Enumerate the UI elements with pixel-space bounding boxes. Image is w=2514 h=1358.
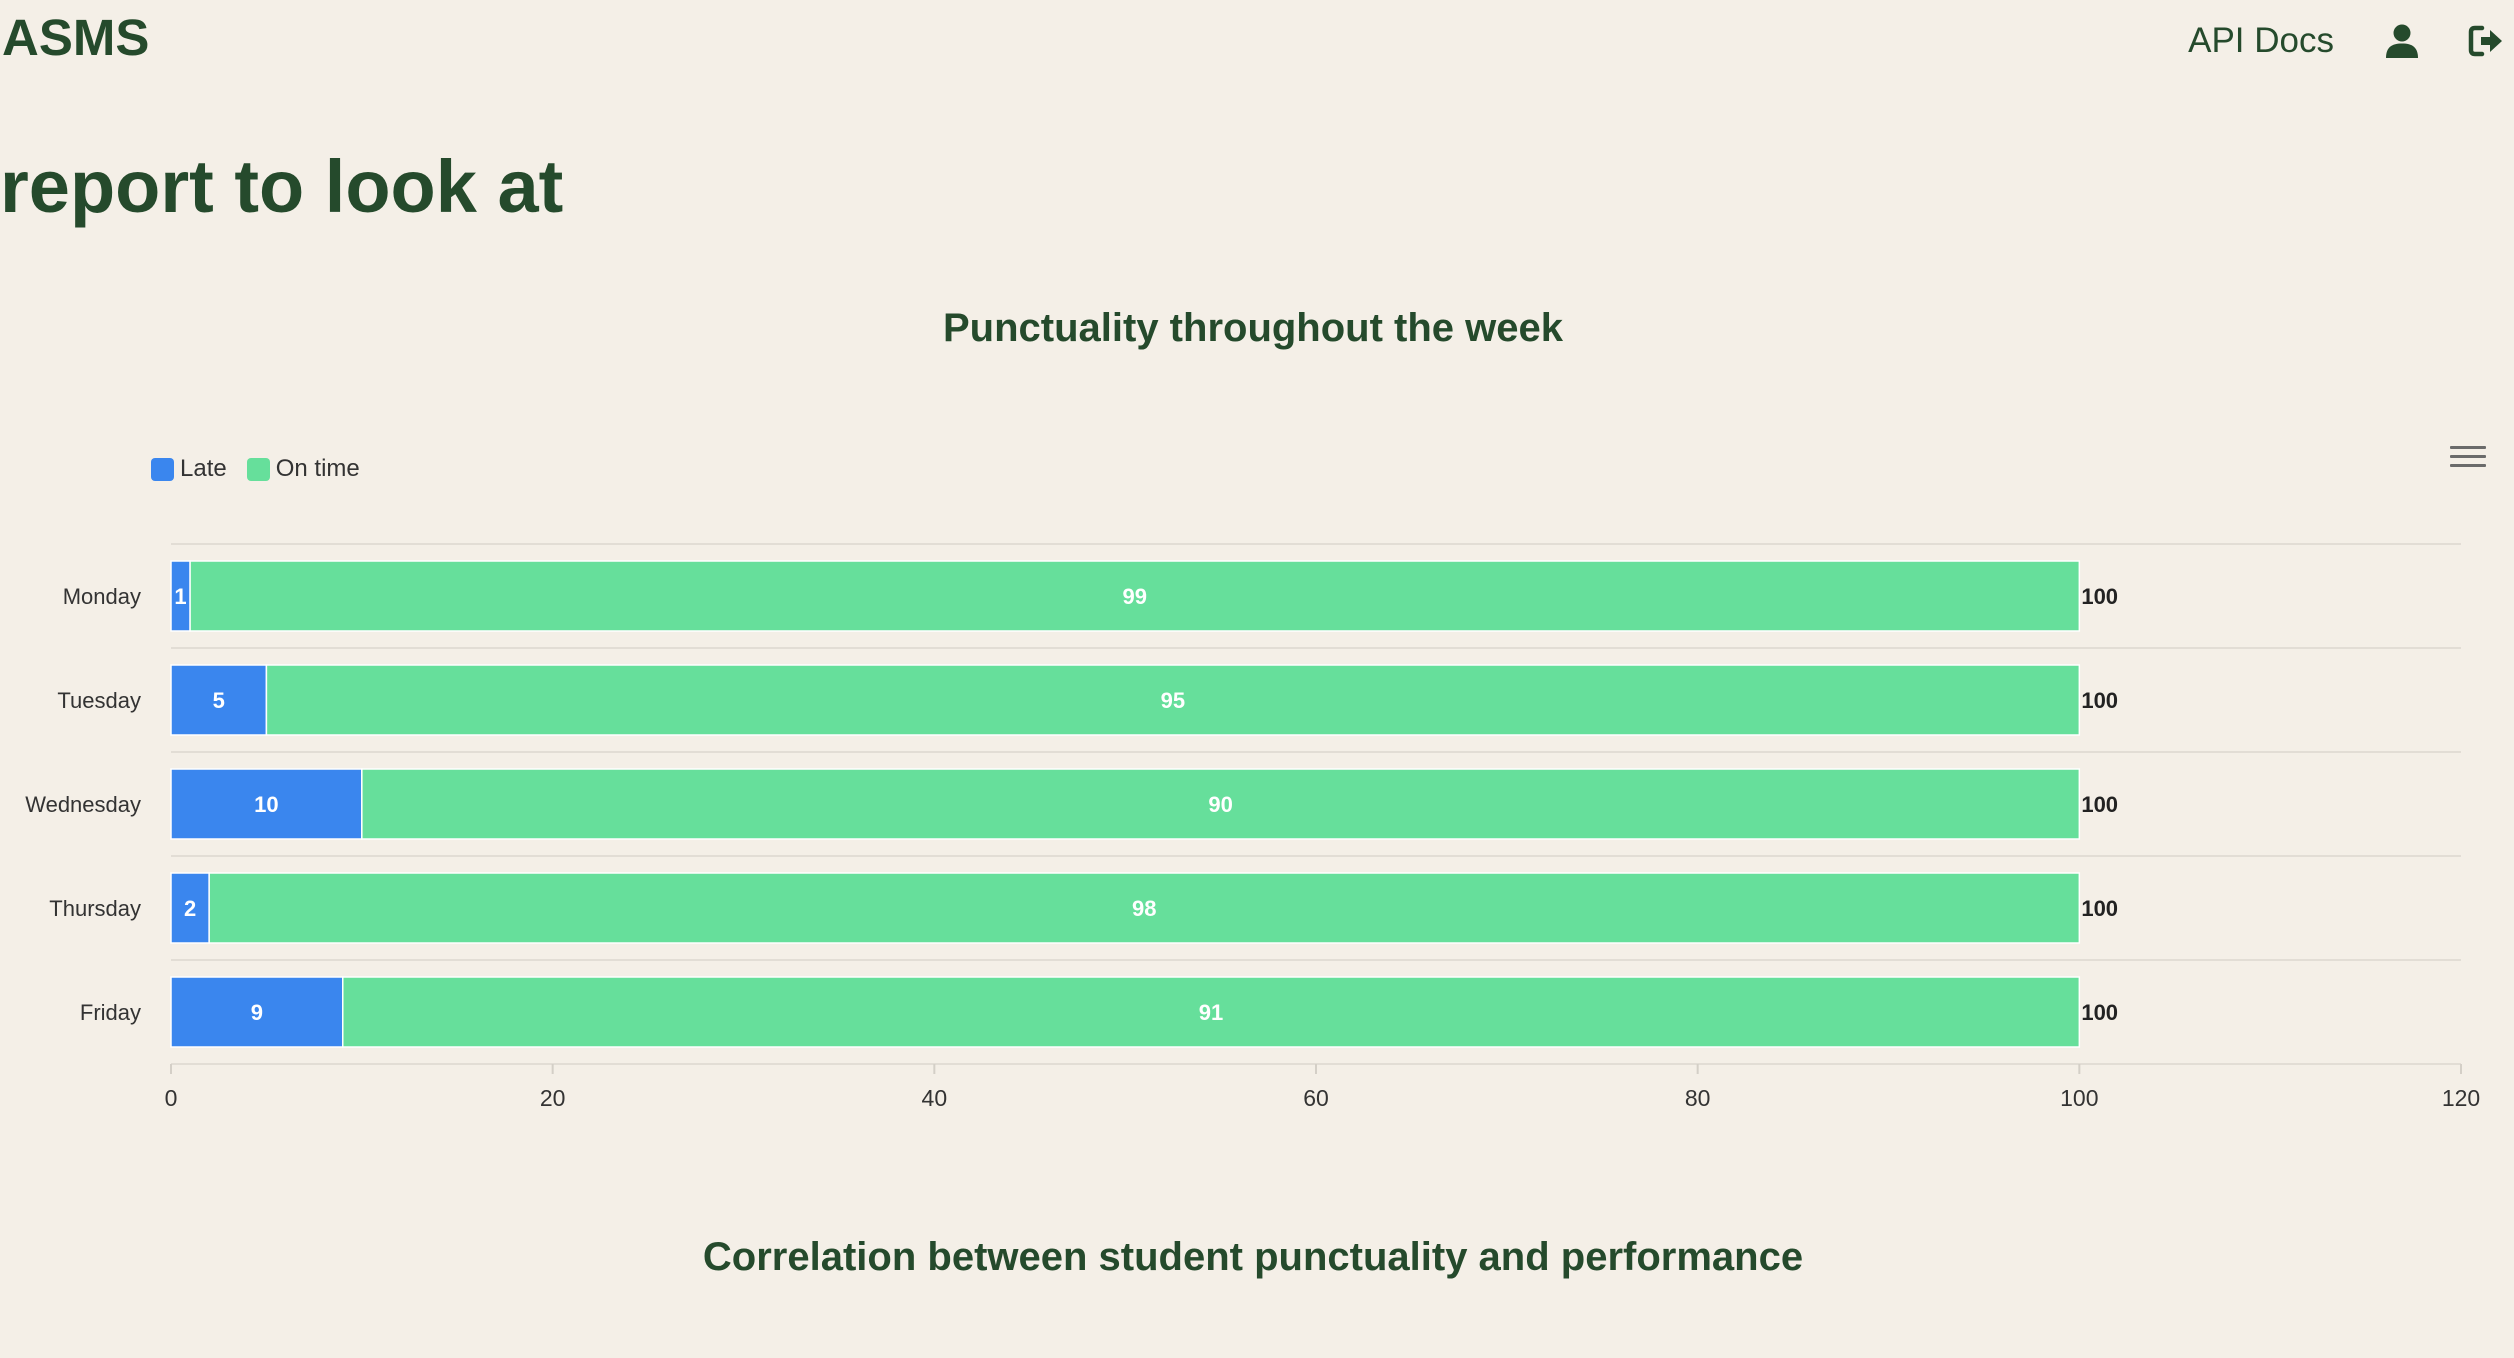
x-tick-label: 80 <box>1685 1085 1711 1111</box>
bar-late <box>170 664 268 736</box>
chart-title-punctuality: Punctuality throughout the week <box>942 306 1564 350</box>
data-label: 2 <box>184 896 196 921</box>
bar-on-time <box>342 976 2081 1048</box>
category-label: Monday <box>63 584 141 609</box>
legend-label-on-time: On time <box>275 455 360 482</box>
x-tick-label: 60 <box>1303 1085 1329 1111</box>
bar-late <box>170 768 363 840</box>
data-label: 95 <box>1161 688 1185 713</box>
top-navbar: ASMS API Docs <box>0 0 2514 80</box>
total-label: 100 <box>2081 896 2118 921</box>
api-docs-link[interactable]: API Docs <box>2188 21 2334 60</box>
category-label: Wednesday <box>25 792 141 817</box>
data-label: 10 <box>254 792 278 817</box>
data-label: 90 <box>1208 792 1232 817</box>
bar-on-time <box>265 664 2081 736</box>
total-label: 100 <box>2081 1000 2118 1025</box>
data-label: 98 <box>1132 896 1156 921</box>
legend-item-late[interactable]: Late <box>151 455 227 483</box>
data-label: 1 <box>174 584 186 609</box>
legend-swatch-late <box>151 457 174 481</box>
x-tick-label: 40 <box>922 1085 948 1111</box>
navbar-actions: API Docs <box>2188 16 2514 66</box>
category-label: Thursday <box>49 896 141 921</box>
user-icon[interactable] <box>2382 21 2422 61</box>
legend-swatch-on-time <box>246 457 270 481</box>
chart-legend: Late On time <box>151 455 380 483</box>
bar-late <box>170 976 344 1048</box>
x-tick-label: 100 <box>2060 1085 2098 1111</box>
total-label: 100 <box>2081 792 2118 817</box>
category-label: Friday <box>80 1000 141 1025</box>
x-tick-label: 120 <box>2442 1085 2480 1111</box>
brand-logo[interactable]: ASMS <box>2 9 150 66</box>
bar-on-time <box>208 872 2081 944</box>
x-tick-label: 20 <box>540 1085 566 1111</box>
legend-item-on-time[interactable]: On time <box>246 455 360 483</box>
legend-label-late: Late <box>180 455 227 482</box>
bar-on-time <box>361 768 2081 840</box>
data-label: 91 <box>1199 1000 1223 1025</box>
data-label: 5 <box>213 688 225 713</box>
sign-out-icon[interactable] <box>2466 21 2506 61</box>
x-tick-label: 0 <box>165 1085 178 1111</box>
bar-on-time <box>189 560 2081 632</box>
data-label: 99 <box>1122 584 1146 609</box>
punctuality-chart: 0 20 40 60 80 100 120 Monday 1 99 100 Tuesday 5 95 100… <box>25 543 2480 1111</box>
data-label: 9 <box>251 1000 263 1025</box>
bar-late <box>170 872 210 944</box>
chart-title-correlation: Correlation between student punctuality … <box>702 1235 1804 1279</box>
page-title: report to look at <box>0 145 564 228</box>
total-label: 100 <box>2081 584 2118 609</box>
total-label: 100 <box>2081 688 2118 713</box>
category-label: Tuesday <box>57 688 141 713</box>
chart-menu-icon[interactable] <box>2450 446 2486 474</box>
